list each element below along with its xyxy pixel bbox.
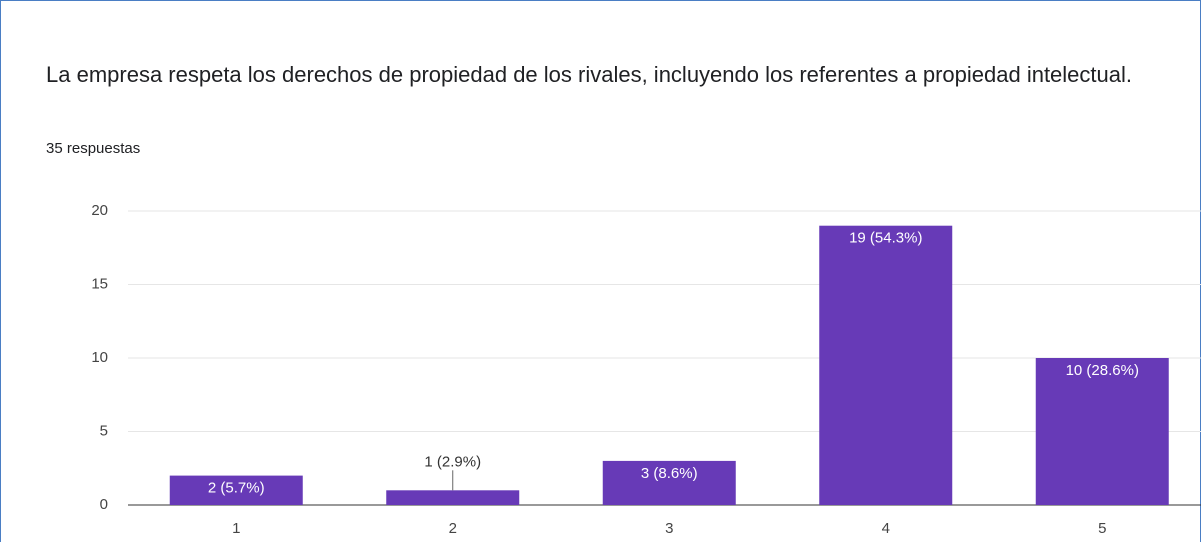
bar bbox=[819, 225, 953, 505]
value-label: 10 (28.6%) bbox=[1066, 362, 1139, 379]
chart-subtitle: 35 respuestas bbox=[46, 140, 141, 157]
y-tick-label: 10 bbox=[91, 349, 108, 366]
chart-title: La empresa respeta los derechos de propi… bbox=[46, 62, 1133, 87]
x-tick-label: 3 bbox=[665, 520, 673, 537]
x-tick-label: 5 bbox=[1098, 520, 1106, 537]
value-label: 1 (2.9%) bbox=[424, 453, 481, 470]
bar bbox=[602, 460, 736, 505]
y-tick-label: 5 bbox=[100, 422, 108, 439]
x-tick-label: 4 bbox=[882, 520, 890, 537]
value-label: 2 (5.7%) bbox=[208, 480, 265, 497]
y-tick-label: 20 bbox=[91, 202, 108, 219]
value-label: 3 (8.6%) bbox=[641, 465, 698, 482]
y-tick-label: 15 bbox=[91, 275, 108, 292]
x-tick-label: 1 bbox=[232, 520, 240, 537]
value-label: 19 (54.3%) bbox=[849, 230, 922, 247]
y-tick-label: 0 bbox=[100, 496, 108, 513]
bar bbox=[1035, 358, 1169, 505]
x-tick-label: 2 bbox=[449, 520, 457, 537]
bar bbox=[169, 475, 303, 505]
bar bbox=[386, 490, 520, 505]
